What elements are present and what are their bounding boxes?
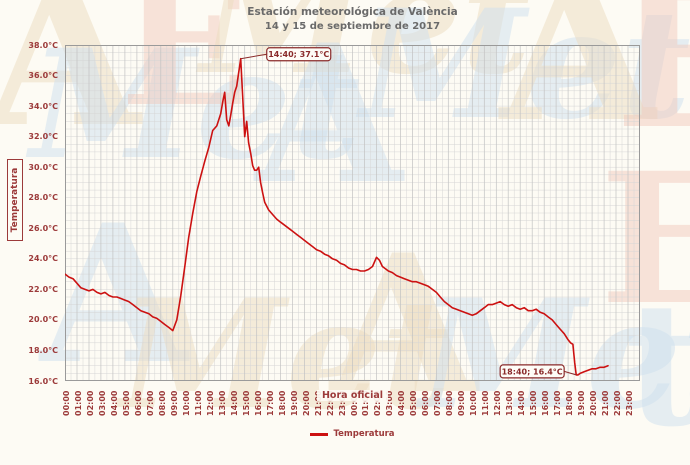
annotation-label: 18:40; 16.4°C: [502, 367, 563, 376]
x-axis-label: Hora oficial: [65, 383, 640, 402]
legend-label: Temperatura: [333, 429, 395, 439]
y-tick-label: 16.0°C: [28, 376, 58, 386]
x-axis-label-text: Hora oficial: [316, 390, 388, 401]
annotation-label: 14:40; 37.1°C: [268, 50, 329, 59]
temperature-line: [65, 57, 609, 376]
legend: Temperatura: [65, 429, 640, 439]
annotation: 14:40; 37.1°C: [266, 47, 332, 62]
annotation-pointer: [240, 53, 267, 60]
y-tick-label: 24.0°C: [28, 254, 58, 264]
grid-vertical-major: [76, 45, 629, 381]
plot-frame: [65, 45, 640, 381]
y-tick-label: 18.0°C: [28, 345, 58, 355]
chart-title: Estación meteorológica de València: [247, 6, 458, 18]
y-tick-label: 34.0°C: [28, 101, 58, 111]
chart-subtitle: 14 y 15 de septiembre de 2017: [264, 21, 441, 32]
y-tick-label: 26.0°C: [28, 223, 58, 233]
annotation: 18:40; 16.4°C: [499, 364, 565, 379]
plot-area: 14:40; 37.1°C 18:40; 16.4°C: [65, 45, 640, 381]
y-tick-label: 22.0°C: [28, 284, 58, 294]
legend-line-swatch: [310, 432, 329, 436]
y-tick-label: 20.0°C: [28, 315, 58, 325]
y-tick-label: 38.0°C: [28, 40, 58, 50]
y-tick-label: 28.0°C: [28, 193, 58, 203]
y-tick-label: 32.0°C: [28, 132, 58, 142]
y-tick-label: 30.0°C: [28, 162, 58, 172]
y-tick-label: 36.0°C: [28, 71, 58, 81]
annotation-pointer: [564, 370, 577, 376]
